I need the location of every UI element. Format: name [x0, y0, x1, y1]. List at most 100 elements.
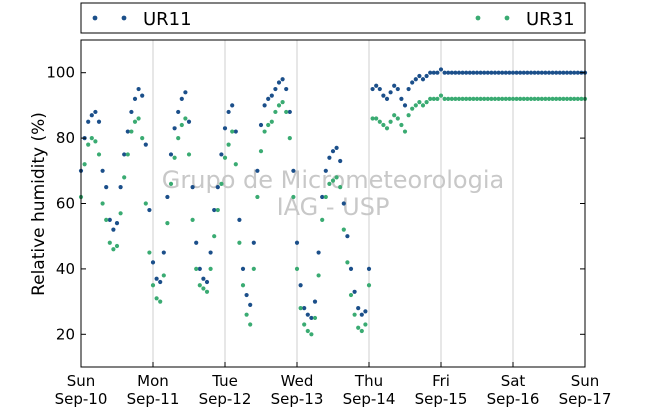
x-tick-label-day-3: Wed [281, 372, 314, 390]
legend-label-ur11: UR11 [143, 9, 192, 30]
point-ur31-82 [374, 116, 379, 121]
point-ur11-120 [510, 70, 516, 75]
point-ur11-128 [539, 70, 544, 75]
point-ur11-20 [150, 260, 156, 265]
point-ur31-71 [334, 175, 339, 180]
point-ur11-11 [118, 185, 123, 190]
point-ur11-65 [312, 299, 318, 304]
point-ur31-84 [381, 122, 386, 128]
point-ur31-101 [442, 96, 447, 101]
point-ur11-136 [568, 70, 573, 75]
point-ur11-76 [352, 289, 357, 294]
point-ur11-50 [258, 122, 264, 128]
point-ur31-95 [420, 103, 426, 108]
point-ur11-36 [208, 250, 213, 255]
point-ur11-72 [338, 158, 343, 164]
point-ur31-2 [86, 142, 91, 147]
point-ur31-126 [532, 96, 537, 101]
point-ur31-86 [388, 119, 393, 124]
point-ur11-70 [330, 149, 336, 154]
point-ur11-41 [226, 109, 231, 115]
point-ur11-96 [424, 73, 429, 79]
point-ur11-106 [460, 70, 465, 75]
point-ur11-131 [550, 70, 555, 75]
point-ur11-19 [147, 207, 152, 213]
point-ur11-84 [381, 93, 386, 98]
y-axis-label: Relative humidity (%) [29, 112, 49, 296]
point-ur31-25 [168, 181, 174, 186]
point-ur31-41 [226, 142, 231, 147]
point-ur11-124 [525, 70, 530, 75]
point-ur31-66 [316, 273, 321, 278]
point-ur31-78 [359, 328, 364, 334]
point-ur11-105 [456, 70, 462, 75]
point-ur31-134 [561, 96, 566, 101]
point-ur31-33 [197, 283, 202, 288]
point-ur31-45 [240, 283, 246, 288]
point-ur11-37 [212, 207, 217, 213]
point-ur31-102 [446, 96, 451, 101]
point-ur11-8 [107, 217, 112, 222]
point-ur11-98 [431, 70, 436, 75]
legend-item-ur31: UR31 [475, 9, 575, 30]
x-tick-label-day-0: Sun [67, 372, 96, 390]
series-points [78, 67, 588, 337]
point-ur11-82 [374, 83, 379, 88]
point-ur11-92 [410, 80, 415, 85]
point-ur11-73 [341, 201, 346, 206]
y-tick-label-20: 20 [56, 325, 75, 343]
point-ur11-12 [122, 152, 127, 157]
point-ur11-75 [348, 266, 354, 271]
point-ur31-68 [323, 194, 328, 200]
point-ur31-31 [190, 217, 195, 222]
point-ur11-119 [507, 70, 512, 75]
point-ur11-103 [449, 70, 454, 75]
legend-item-ur11: UR11 [92, 9, 192, 30]
grid-lines [152, 40, 514, 367]
x-tick-label-date-6: Sep-16 [487, 390, 540, 408]
point-ur11-97 [428, 70, 433, 75]
point-ur31-117 [500, 96, 505, 101]
point-ur11-64 [309, 315, 314, 321]
point-ur11-79 [363, 309, 368, 314]
point-ur11-111 [478, 70, 483, 75]
point-ur11-63 [305, 312, 310, 317]
point-ur31-73 [341, 227, 346, 232]
legend-marker-ur11-b [121, 15, 127, 21]
point-ur31-109 [471, 96, 476, 101]
point-ur11-83 [377, 86, 382, 92]
point-ur11-88 [395, 86, 400, 92]
point-ur31-22 [158, 299, 163, 304]
x-tick-label-day-7: Sun [571, 372, 600, 390]
legend-box [80, 2, 586, 34]
series-ur31 [78, 93, 588, 337]
point-ur11-110 [474, 70, 480, 75]
point-ur11-121 [514, 70, 519, 75]
point-ur11-125 [528, 70, 534, 75]
point-ur11-32 [194, 240, 199, 245]
point-ur31-6 [100, 201, 105, 206]
point-ur11-58 [287, 109, 292, 115]
y-tick-label-40: 40 [56, 260, 75, 278]
point-ur11-44 [237, 217, 242, 222]
point-ur31-59 [291, 194, 296, 200]
point-ur31-48 [251, 266, 256, 271]
point-ur11-3 [89, 113, 94, 118]
series-ur11 [78, 67, 588, 321]
point-ur31-24 [165, 221, 170, 226]
y-tick-label-100: 100 [46, 64, 75, 82]
point-ur31-137 [572, 96, 577, 101]
point-ur31-108 [467, 96, 472, 101]
point-ur31-58 [287, 136, 292, 141]
point-ur31-81 [370, 116, 375, 121]
point-ur31-61 [298, 306, 303, 311]
point-ur31-127 [536, 96, 541, 101]
point-ur31-9 [111, 247, 116, 252]
point-ur31-19 [147, 250, 152, 255]
point-ur31-55 [276, 103, 282, 108]
point-ur31-103 [449, 96, 454, 101]
point-ur31-100 [438, 93, 444, 98]
point-ur31-1 [82, 162, 87, 167]
point-ur11-74 [345, 234, 350, 239]
